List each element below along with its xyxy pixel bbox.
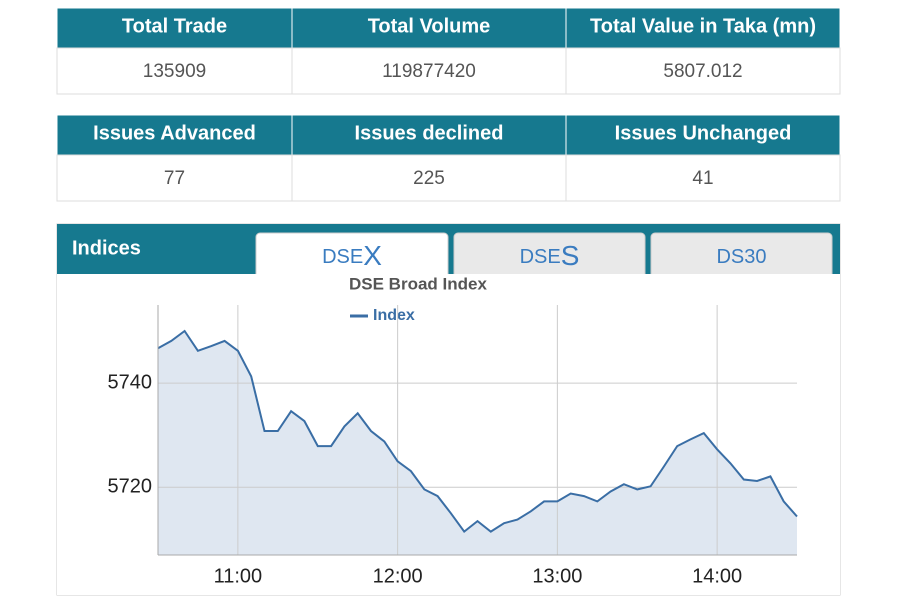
header-cell [56,7,293,49]
y-tick-label: 5740 [108,371,153,393]
value-cell [565,154,841,202]
value-cell [56,47,293,95]
panel-title: Indices [72,237,141,259]
tab-suffix: X [363,240,382,271]
header-cell [291,7,567,49]
value-text: 5807.012 [663,61,742,82]
summary-tables: Total Trade 135909 Total Volume 119877420 To… [56,7,841,202]
header-text: Total Value in Taka (mn) [590,15,816,37]
tab-label: DS30 [716,246,766,268]
value-text: 119877420 [382,61,476,82]
value-cell [291,154,567,202]
value-cell [56,154,293,202]
area [158,331,797,555]
tab-suffix: S [561,240,580,271]
value-text: 77 [164,168,185,189]
y-tick-label: 5720 [108,476,153,498]
value-cell [565,47,841,95]
plot: 5720 5740 11:00 12:00 13:00 14:00 [108,305,798,587]
header-text: Issues Advanced [93,122,256,144]
header-text: Issues Unchanged [615,122,792,144]
value-text: 225 [413,168,445,189]
value-cell [291,47,567,95]
tab-prefix: DSE [322,246,363,268]
x-tick-label: 11:00 [214,565,263,587]
line [157,329,798,534]
tab-prefix: DSE [520,246,561,268]
tab-label: DSEX [322,240,382,271]
header-text: Total Volume [368,15,491,37]
header-text: Issues declined [355,122,504,144]
tab-prefix: DS30 [716,246,766,268]
tab-label: DSES [520,240,580,271]
x-tick-label: 14:00 [692,565,742,587]
legend-label: Index [373,307,415,324]
header-text: Total Trade [122,15,227,37]
chart-title: DSE Broad Index [349,274,487,293]
value-text: 135909 [143,61,206,82]
value-text: 41 [692,168,713,189]
header-cell [565,114,841,156]
tabs: DSEX DSES DS30 [255,232,833,282]
x-tick-label: 13:00 [532,565,582,587]
x-tick-label: 12:00 [373,565,423,587]
